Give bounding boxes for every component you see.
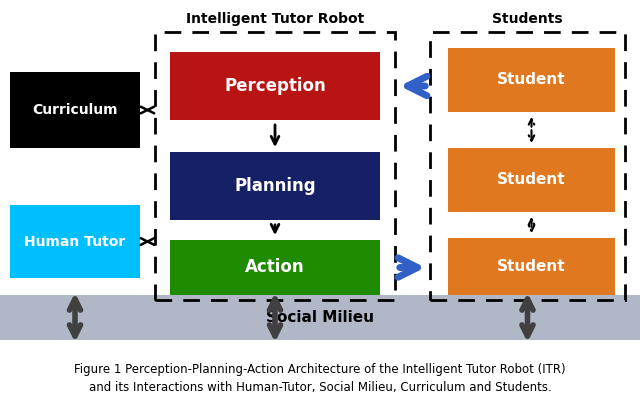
FancyBboxPatch shape (170, 240, 380, 295)
FancyBboxPatch shape (10, 205, 140, 278)
Text: Student: Student (497, 173, 566, 188)
Text: Social Milieu: Social Milieu (266, 310, 374, 325)
FancyBboxPatch shape (170, 52, 380, 120)
Text: Planning: Planning (234, 177, 316, 195)
Text: Intelligent Tutor Robot: Intelligent Tutor Robot (186, 12, 364, 26)
FancyBboxPatch shape (170, 152, 380, 220)
Text: and its Interactions with Human-Tutor, Social Milieu, Curriculum and Students.: and its Interactions with Human-Tutor, S… (88, 382, 552, 394)
Text: Perception: Perception (224, 77, 326, 95)
Text: Student: Student (497, 73, 566, 88)
Text: Figure 1 Perception-Planning-Action Architecture of the Intelligent Tutor Robot : Figure 1 Perception-Planning-Action Arch… (74, 363, 566, 377)
FancyBboxPatch shape (448, 48, 615, 112)
FancyBboxPatch shape (448, 238, 615, 295)
Text: Action: Action (245, 259, 305, 276)
Text: Students: Students (492, 12, 563, 26)
Text: Student: Student (497, 259, 566, 274)
Text: Curriculum: Curriculum (32, 103, 118, 117)
FancyBboxPatch shape (10, 72, 140, 148)
FancyBboxPatch shape (0, 295, 640, 340)
FancyBboxPatch shape (448, 148, 615, 212)
Text: Human Tutor: Human Tutor (24, 235, 125, 249)
